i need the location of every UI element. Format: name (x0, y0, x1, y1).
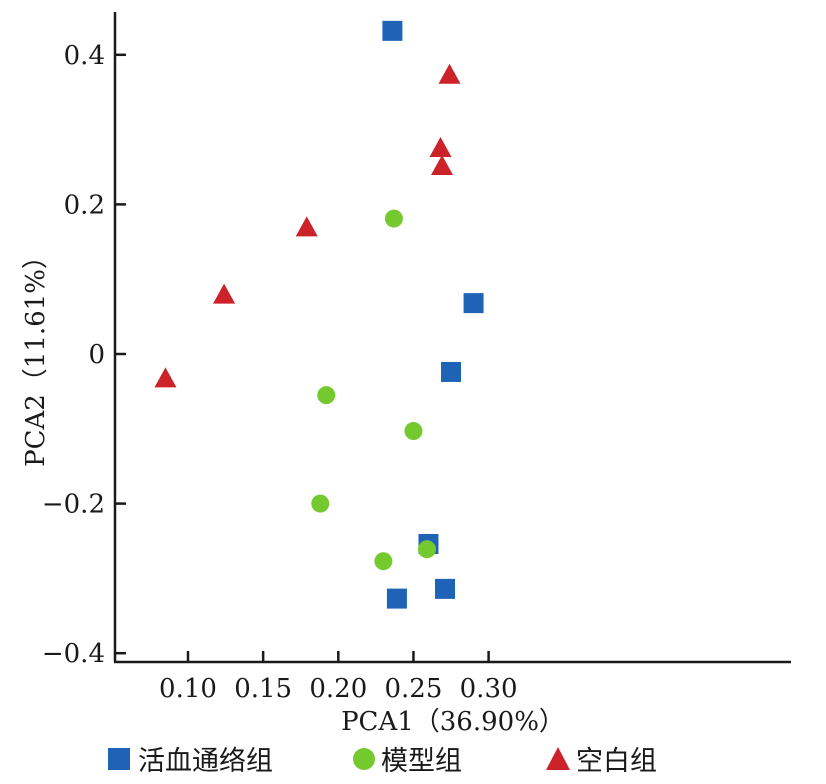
series-2-point-2 (317, 386, 336, 405)
series-2-point-3 (404, 422, 423, 441)
legend-swatch-series-2 (353, 748, 375, 770)
series-2-point-4 (311, 494, 330, 513)
x-axis-title: PCA1（36.90%） (341, 707, 565, 737)
series-2-point-5 (417, 540, 436, 559)
y-tick-label-4: −0.2 (42, 490, 105, 520)
data-points (154, 20, 484, 609)
x-tick-label-3: 0.20 (309, 674, 367, 704)
legend-label-series-2: 模型组 (381, 746, 462, 777)
y-tick-label-3: 0 (88, 340, 105, 370)
y-tick-label-5: −0.4 (42, 639, 105, 669)
series-3-point-6 (154, 367, 177, 388)
y-tick-label-2: 0.2 (64, 190, 105, 220)
tick-group (115, 53, 490, 662)
legend-swatch-series-3 (546, 747, 570, 770)
series-3-point-5 (213, 283, 236, 304)
x-tick-label-4: 0.25 (385, 674, 443, 704)
x-tick-label-2: 0.15 (234, 674, 292, 704)
legend: 活血通络组 模型组 空白组 (108, 746, 657, 777)
series-1-point-3 (441, 361, 462, 382)
series-2-point-6 (374, 552, 393, 571)
series-1-point-1 (382, 20, 403, 41)
series-1-point-6 (386, 588, 407, 609)
x-tick-label-5: 0.30 (460, 674, 518, 704)
series-3-point-2 (429, 137, 452, 158)
series-3-point-1 (438, 63, 461, 84)
tick-labels: 0.10 0.15 0.20 0.25 0.300.40.20−0.2−0.4 (42, 41, 518, 704)
series-1-point-2 (463, 293, 484, 314)
y-axis-title: PCA2（11.61%） (21, 243, 51, 467)
legend-swatch-series-1 (108, 748, 130, 770)
x-tick-label-1: 0.10 (159, 674, 217, 704)
legend-label-series-3: 空白组 (576, 746, 657, 777)
y-tick-label-1: 0.4 (64, 41, 105, 71)
legend-label-series-1: 活血通络组 (138, 746, 273, 777)
series-3-point-4 (295, 216, 318, 237)
series-3-point-3 (431, 155, 454, 175)
series-1-point-5 (435, 578, 456, 599)
series-2-point-1 (384, 209, 403, 228)
axes (113, 12, 791, 664)
